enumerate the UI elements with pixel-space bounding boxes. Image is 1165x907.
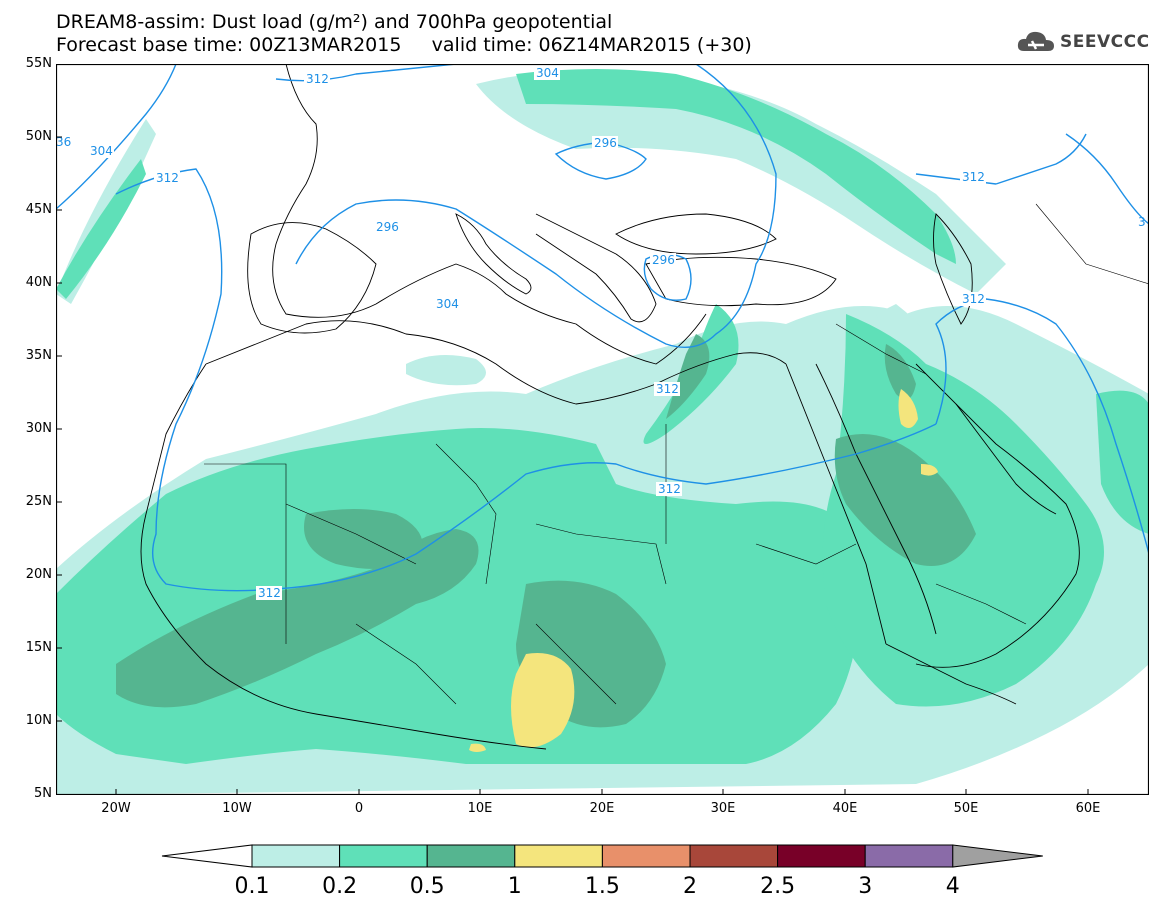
colorbar-max-arrow [952, 844, 1043, 868]
contour-label: 312 [962, 170, 985, 184]
lon-label: 50E [953, 801, 979, 816]
colorbar-label: 0.5 [410, 874, 445, 898]
colorbar-cell [689, 844, 779, 868]
lat-label: 40N [25, 275, 52, 290]
contour-label: 296 [594, 136, 617, 150]
lat-label: 35N [25, 348, 52, 363]
colorbar-label: 0.2 [322, 874, 357, 898]
contour-label: 36 [56, 135, 71, 149]
contour-label: 312 [258, 586, 281, 600]
contour-label: 304 [536, 66, 559, 80]
lon-label: 10W [222, 801, 252, 816]
lon-label: 60E [1075, 801, 1101, 816]
dust-very-high-fill [469, 389, 938, 752]
map-title: DREAM8-assim: Dust load (g/m²) and 700hP… [56, 11, 613, 33]
contour-label: 312 [658, 482, 681, 496]
geopotential-contours [55, 63, 1150, 592]
colorbar: 0.1 0.2 0.5 1 1.5 2 2.5 3 4 [160, 843, 1045, 899]
seevccc-logo: SEEVCCC [1016, 28, 1150, 56]
lat-label: 20N [25, 567, 52, 582]
map-area: 312 304 296 304 312 312 296 296 304 304 … [55, 63, 1150, 796]
logo-text: SEEVCCC [1060, 32, 1150, 52]
lat-label: 30N [25, 421, 52, 436]
cloud-icon [1017, 31, 1054, 51]
lon-label: 30E [710, 801, 736, 816]
lat-label: 50N [25, 129, 52, 144]
colorbar-cell [777, 844, 866, 868]
contour-label: 3 [1138, 215, 1146, 229]
coastlines [140, 63, 1150, 750]
colorbar-cell [514, 844, 603, 868]
colorbar-cell [339, 844, 428, 868]
lon-label: 20W [101, 801, 131, 816]
lat-label: 25N [25, 494, 52, 509]
contour-label: 304 [436, 297, 459, 311]
colorbar-cell [864, 844, 954, 868]
contour-label: 312 [656, 382, 679, 396]
contour-label: 296 [376, 220, 399, 234]
lon-label: 0 [354, 801, 364, 816]
colorbar-label: 2 [683, 874, 697, 898]
colorbar-label: 1 [508, 874, 522, 898]
lat-label: 10N [25, 713, 52, 728]
colorbar-label: 4 [946, 874, 960, 898]
contour-label: 312 [156, 171, 179, 185]
colorbar-cell [601, 844, 691, 868]
colorbar-label: 3 [858, 874, 872, 898]
contour-label: 312 [962, 292, 985, 306]
colorbar-cell [251, 844, 341, 868]
colorbar-label: 0.1 [235, 874, 270, 898]
lon-label: 10E [467, 801, 493, 816]
lat-label: 15N [25, 640, 52, 655]
colorbar-min-arrow [161, 844, 253, 868]
dust-map: 312 304 296 304 312 312 296 296 304 304 … [55, 63, 1150, 796]
lat-label: 5N [34, 786, 52, 801]
contour-label: 304 [90, 144, 113, 158]
colorbar-label: 1.5 [585, 874, 620, 898]
colorbar-label: 2.5 [760, 874, 795, 898]
lon-label: 40E [832, 801, 858, 816]
contour-label: 312 [306, 72, 329, 86]
colorbar-graphic: 0.1 0.2 0.5 1 1.5 2 2.5 3 4 [161, 844, 1043, 899]
lat-label: 45N [25, 202, 52, 217]
lon-label: 20E [589, 801, 615, 816]
forecast-time-line: Forecast base time: 00Z13MAR2015 valid t… [56, 34, 752, 56]
colorbar-cell [426, 844, 516, 868]
contour-label: 296 [652, 253, 675, 267]
contour-labels: 312 304 296 304 312 312 296 296 304 304 … [56, 66, 1146, 600]
lat-label: 55N [25, 56, 52, 71]
